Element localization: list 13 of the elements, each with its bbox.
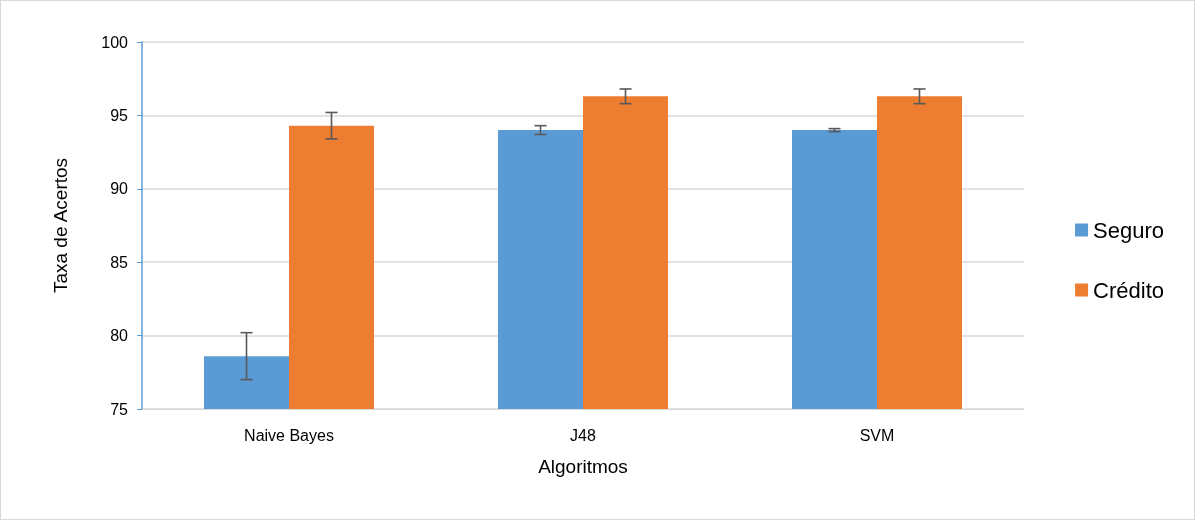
x-tick-label: SVM <box>859 426 895 444</box>
x-tick-label: Naive Bayes <box>244 426 334 444</box>
y-axis-title: Taxa de Acertos <box>50 157 71 294</box>
y-tick-label: 100 <box>101 33 129 51</box>
legend-label: Seguro <box>1093 217 1165 243</box>
x-axis-title: Algoritmos <box>538 456 628 477</box>
y-tick-label: 95 <box>110 106 129 124</box>
y-tick-label: 80 <box>110 327 129 345</box>
legend-label: Crédito <box>1093 277 1164 303</box>
y-tick-label: 75 <box>110 400 129 418</box>
y-tick-label: 85 <box>110 253 129 271</box>
x-tick-label: J48 <box>570 426 596 444</box>
y-tick-label: 90 <box>110 180 129 198</box>
